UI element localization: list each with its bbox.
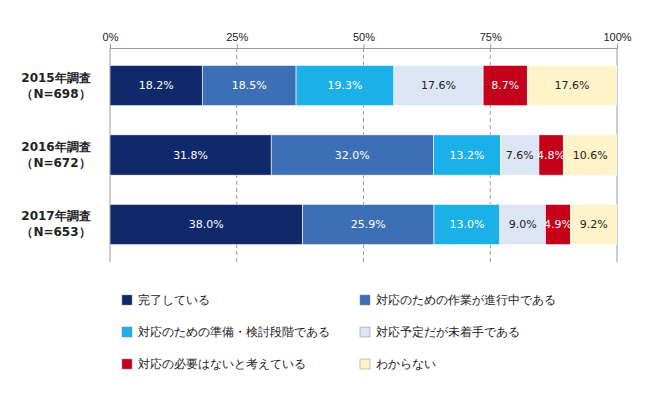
tick-mark [490,44,491,48]
bar-segment [110,135,271,175]
y-axis: 2015年調査 （N=698） 2016年調査 （N=672） 2017年調査 （N=65… [21,71,90,240]
legend-item: 対応のための準備・検討段階である [122,325,330,339]
legend-item: 完了している [122,293,210,307]
category-label-line: （N=653） [21,225,90,239]
legend-swatch [360,295,370,305]
bar-segment [303,204,434,244]
legend-swatch [122,359,132,369]
tick: 0% [103,31,119,48]
bar-segment [202,65,296,105]
data-label: 4.8% [537,149,565,162]
tick: 50% [353,31,375,48]
bar-segment [563,135,617,175]
tick-label: 25% [226,31,248,43]
legend-item: 対応のための作業が進行中である [360,293,556,307]
data-label: 31.8% [173,149,208,162]
tick-mark [364,44,365,48]
axis-line [111,44,618,49]
data-label: 19.3% [328,79,363,92]
data-label: 13.2% [449,149,484,162]
bar-segment [110,204,303,244]
data-label: 4.9% [544,218,572,231]
x-axis: 0% 25% 50% 75% 100% [103,31,632,49]
legend-swatch [122,295,132,305]
tick-mark [617,44,618,48]
legend-item: わからない [360,357,436,371]
category-label-line: 2017年調査 [21,209,90,223]
grid [110,48,617,262]
data-label: 10.6% [573,149,608,162]
tick-mark [110,44,111,48]
data-label: 18.2% [139,79,174,92]
category-label-line: 2016年調査 [21,140,90,154]
bar-segment [500,204,546,244]
legend-item: 対応の必要はないと考えている [122,357,306,371]
data-label: 17.6% [554,79,589,92]
bar-segment [394,65,483,105]
category-label: 2016年調査 （N=672） [21,140,90,170]
tick-label: 0% [103,31,119,43]
data-label: 9.2% [580,218,608,231]
legend-label: 対応の必要はないと考えている [138,357,306,371]
bar-segment [110,65,202,105]
tick: 25% [226,31,248,48]
data-label: 17.6% [421,79,456,92]
legend-swatch [360,327,370,337]
bar-segment [271,135,433,175]
legend-swatch [360,359,370,369]
data-label: 9.0% [509,218,537,231]
legend-swatch [122,327,132,337]
bar-segment [527,65,616,105]
legend-label: 対応のための準備・検討段階である [138,325,330,339]
legend: 完了している 対応のための作業が進行中である対応のための準備・検討段階である 対応予… [122,293,556,371]
bar-segment [500,135,539,175]
data-label: 18.5% [232,79,267,92]
data-label: 32.0% [335,149,370,162]
category-label-line: （N=672） [21,156,90,170]
legend-label: 対応のための作業が進行中である [376,293,556,307]
tick: 75% [480,31,502,48]
data-label: 13.0% [449,218,484,231]
data-label: 38.0% [189,218,224,231]
category-label-line: 2015年調査 [21,71,90,85]
data-labels: 18.2% 18.5% 19.3% 17.6% 8.7% 17.6% 31.8% 32.0% 1… [139,79,608,231]
tick-mark [237,44,238,48]
legend-label: わからない [376,357,436,371]
legend-item: 対応予定だが未着手である [360,325,520,339]
category-label: 2015年調査 （N=698） [21,71,90,101]
tick-label: 100% [603,31,631,43]
tick: 100% [603,31,631,48]
category-label: 2017年調査 （N=653） [21,209,90,239]
bar-segment [570,204,617,244]
tick-label: 75% [480,31,502,43]
tick-label: 50% [353,31,375,43]
legend-label: 完了している [138,293,210,307]
data-label: 7.6% [506,149,534,162]
bar-segment [296,65,394,105]
bar-segment [483,65,527,105]
category-label-line: （N=698） [21,87,90,101]
chart: 0%25%50%75%100%18.2%18.5%19.3%17.6%8.7%1… [0,0,650,397]
legend-label: 対応予定だが未着手である [376,325,520,339]
bar-segment [433,135,500,175]
bars [110,65,617,244]
data-label: 8.7% [491,79,519,92]
data-label: 25.9% [351,218,386,231]
bar-segment [434,204,500,244]
